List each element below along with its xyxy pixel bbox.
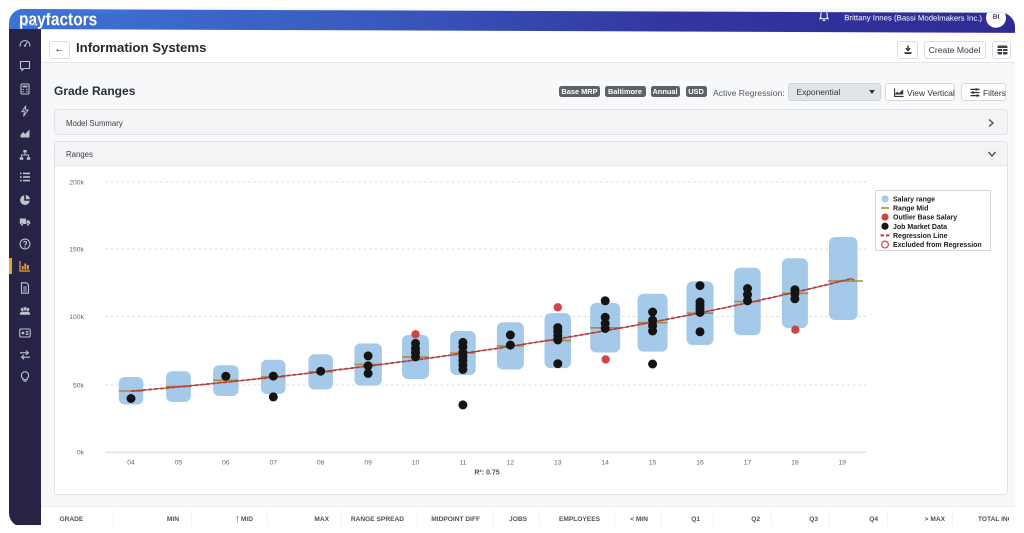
svg-text:16: 16 xyxy=(696,460,704,467)
svg-text:12: 12 xyxy=(507,460,515,467)
svg-text:50k: 50k xyxy=(73,382,85,389)
svg-text:04: 04 xyxy=(127,460,135,467)
svg-text:Regression Line: Regression Line xyxy=(893,233,948,240)
svg-text:Job Market Data: Job Market Data xyxy=(893,224,947,231)
svg-text:13: 13 xyxy=(554,460,562,467)
svg-text:07: 07 xyxy=(270,460,278,467)
svg-text:18: 18 xyxy=(791,460,799,467)
svg-text:100k: 100k xyxy=(69,314,84,321)
svg-text:Salary range: Salary range xyxy=(893,196,935,203)
svg-text:R²: 0.75: R²: 0.75 xyxy=(474,470,499,477)
svg-text:15: 15 xyxy=(649,460,657,467)
svg-text:05: 05 xyxy=(175,460,183,467)
svg-text:10: 10 xyxy=(412,460,420,467)
svg-text:150k: 150k xyxy=(69,246,84,253)
svg-text:14: 14 xyxy=(601,460,609,467)
svg-text:19: 19 xyxy=(839,460,847,467)
svg-text:Range Mid: Range Mid xyxy=(893,206,928,213)
svg-text:08: 08 xyxy=(317,460,325,467)
svg-text:17: 17 xyxy=(744,460,752,467)
svg-text:0k: 0k xyxy=(77,450,85,457)
svg-text:09: 09 xyxy=(364,460,372,467)
svg-text:11: 11 xyxy=(459,460,466,467)
svg-text:06: 06 xyxy=(222,460,230,467)
svg-text:200k: 200k xyxy=(69,179,84,186)
svg-text:Outlier Base Salary: Outlier Base Salary xyxy=(893,215,957,222)
svg-text:Excluded from Regression: Excluded from Regression xyxy=(893,242,982,249)
